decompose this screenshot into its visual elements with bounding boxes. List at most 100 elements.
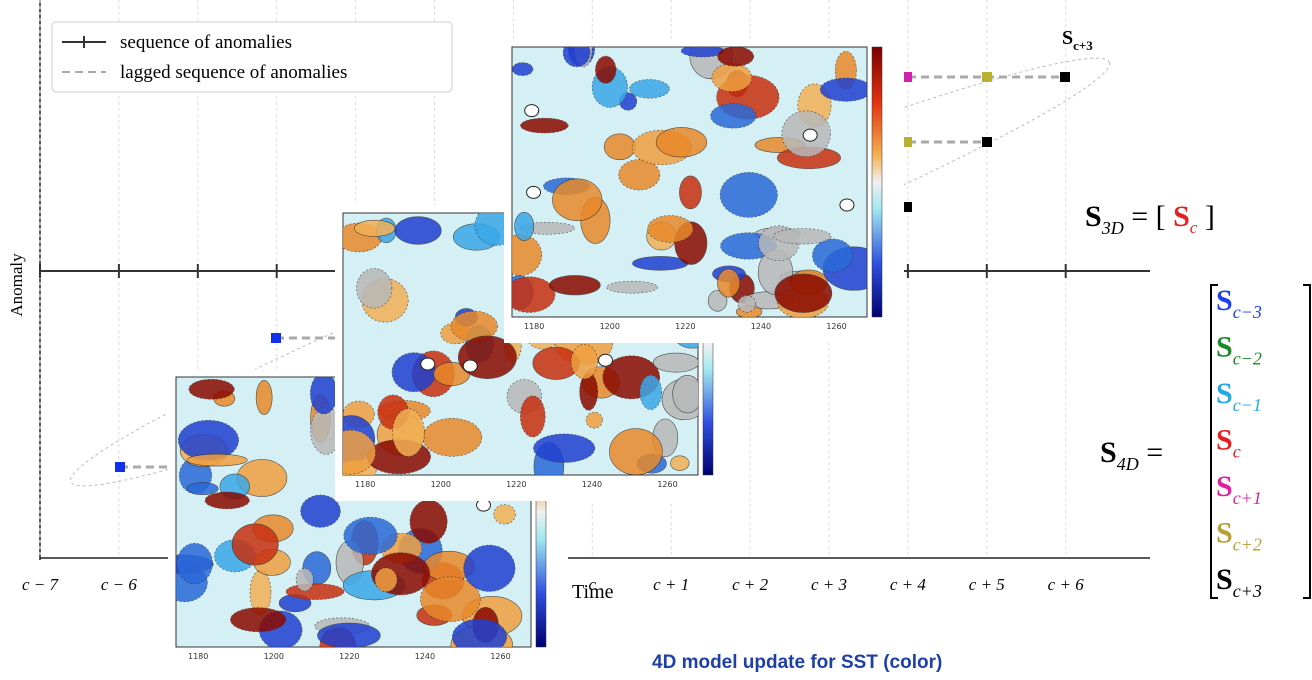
x-tick-label: c − 7	[22, 575, 60, 594]
anomaly-blob	[464, 545, 515, 591]
map-tick-label: 1240	[751, 322, 771, 331]
matrix-entry: Sc−3	[1216, 284, 1262, 322]
subscript: c−3	[1233, 302, 1262, 322]
subscript: 3D	[1101, 218, 1124, 238]
map-tick-label: 1220	[675, 322, 695, 331]
x-axis-label: Time	[572, 581, 614, 603]
anomaly-blob	[286, 584, 344, 600]
anomaly-blob	[717, 269, 739, 297]
symbol: S	[1216, 377, 1233, 410]
equation-4d: S4D =	[1100, 436, 1163, 474]
subscript: c−2	[1233, 349, 1262, 369]
colorbar	[872, 47, 882, 317]
map-tick-label: 1180	[524, 322, 544, 331]
anomaly-core	[527, 186, 541, 198]
anomaly-blob	[712, 64, 752, 92]
anomaly-blob	[494, 505, 516, 525]
anomaly-blob	[533, 434, 594, 463]
anomaly-blob	[177, 543, 213, 584]
x-tick-label: c + 4	[890, 575, 927, 594]
square	[982, 137, 992, 147]
bracket	[1303, 285, 1310, 598]
square	[904, 202, 912, 212]
x-tick-label: c + 2	[732, 575, 769, 594]
anomaly-blob	[410, 500, 447, 543]
symbol: S	[1216, 331, 1233, 364]
map-tick-label: 1220	[339, 652, 359, 661]
anomaly-blob	[375, 568, 397, 592]
symbol: S	[1173, 200, 1190, 233]
map-panel: 1180 1200 1220 1240 1260	[499, 30, 904, 343]
equations: S3D = [ Sc ] S4D =	[1085, 200, 1310, 598]
anomaly-blob	[356, 268, 391, 308]
anomaly-blob	[609, 429, 662, 475]
x-tick-label: c + 1	[653, 575, 689, 594]
subscript: c−1	[1233, 395, 1262, 415]
legend: sequence of anomalies lagged sequence of…	[52, 22, 452, 92]
anomaly-blob	[423, 418, 482, 456]
map-tick-label: 1240	[582, 480, 602, 489]
figure: c − 7c − 6cc + 1c + 2c + 3c + 4c + 5c + …	[0, 0, 1312, 680]
square	[271, 333, 281, 343]
anomaly-blob	[775, 274, 832, 313]
square	[982, 72, 992, 82]
anomaly-blob	[647, 215, 693, 242]
anomaly-core	[598, 354, 612, 366]
anomaly-blob	[549, 275, 600, 294]
map-tick-label: 1260	[657, 480, 677, 489]
anomaly-blob	[629, 80, 669, 99]
subscript: 4D	[1117, 454, 1139, 474]
symbol: S	[1216, 563, 1233, 596]
caption: 4D model update for SST (color)	[652, 652, 942, 673]
subscript: c+2	[1233, 535, 1262, 555]
legend-label: sequence of anomalies	[120, 32, 292, 53]
map-tick-label: 1220	[506, 480, 526, 489]
anomaly-blob	[392, 409, 424, 457]
anomaly-blob	[318, 623, 381, 648]
legend-label: lagged sequence of anomalies	[120, 62, 347, 83]
anomaly-core	[525, 105, 539, 117]
equation-3d: S3D = [ Sc ]	[1085, 200, 1215, 238]
matrix-entry: Sc+2	[1216, 517, 1262, 555]
map-tick-label: 1200	[431, 480, 451, 489]
square	[904, 72, 912, 82]
anomaly-blob	[512, 63, 533, 76]
anomaly-blob	[310, 373, 337, 414]
matrix-entry: Sc−1	[1216, 377, 1262, 415]
anomaly-core	[840, 199, 854, 211]
symbol: S	[1216, 470, 1233, 503]
anomaly-core	[803, 129, 817, 141]
anomaly-core	[463, 360, 477, 372]
anomaly-blob	[205, 492, 249, 509]
anomaly-blob	[344, 517, 397, 554]
anomaly-blob	[520, 118, 568, 133]
map-tick-label: 1200	[600, 322, 620, 331]
anomaly-blob	[232, 524, 278, 565]
anomaly-blob	[774, 229, 831, 245]
map-tick-label: 1260	[826, 322, 846, 331]
anomaly-blob	[607, 281, 658, 293]
anomaly-blob	[586, 412, 602, 428]
anomaly-blob	[670, 456, 689, 471]
symbol: S	[1100, 436, 1117, 469]
anomaly-blob	[520, 396, 545, 437]
map-tick-label: 1240	[415, 652, 435, 661]
matrix-entry: Sc+3	[1216, 563, 1262, 601]
anomaly-blob	[738, 296, 756, 313]
anomaly-blob	[189, 379, 234, 399]
anomaly-blob	[656, 127, 707, 157]
anomaly-blob	[653, 353, 699, 372]
anomaly-blob	[604, 134, 635, 160]
anomaly-blob	[673, 375, 703, 413]
anomaly-blob	[515, 212, 534, 240]
x-tick-label: c + 6	[1048, 575, 1085, 594]
anomaly-blob	[812, 239, 853, 272]
matrix-entry: Sc	[1216, 424, 1241, 462]
anomaly-blob	[595, 56, 616, 83]
map-tick-label: 1200	[264, 652, 284, 661]
subscript: c+3	[1233, 581, 1262, 601]
matrix-entry: Sc−2	[1216, 331, 1262, 369]
square	[115, 462, 125, 472]
